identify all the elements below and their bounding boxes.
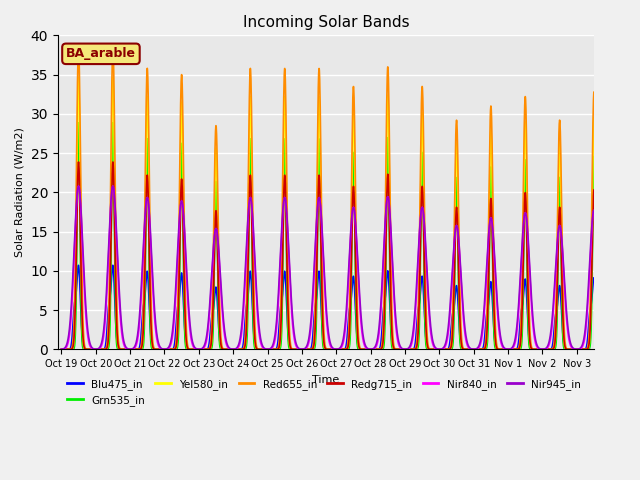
- Yel580_in: [602, 347, 609, 352]
- Nir945_in: [170, 311, 178, 316]
- Yel580_in: [607, 347, 615, 352]
- Nir945_in: [75, 183, 83, 189]
- Blu475_in: [602, 347, 609, 352]
- Nir945_in: [407, 341, 415, 347]
- Grn535_in: [524, 283, 531, 289]
- Y-axis label: Solar Radiation (W/m2): Solar Radiation (W/m2): [15, 127, 25, 257]
- Nir945_in: [607, 347, 615, 352]
- Grn535_in: [607, 347, 615, 352]
- Blu475_in: [490, 333, 498, 339]
- Grn535_in: [75, 120, 83, 126]
- Redg715_in: [490, 317, 498, 323]
- Yel580_in: [524, 234, 531, 240]
- Red655_in: [524, 191, 531, 197]
- Title: Incoming Solar Bands: Incoming Solar Bands: [243, 15, 409, 30]
- Nir840_in: [170, 318, 178, 324]
- Yel580_in: [490, 315, 498, 321]
- Red655_in: [170, 346, 178, 352]
- Redg715_in: [75, 159, 83, 165]
- Blu475_in: [524, 308, 531, 313]
- Red655_in: [456, 249, 463, 255]
- Nir840_in: [607, 347, 615, 352]
- Line: Yel580_in: Yel580_in: [61, 77, 611, 349]
- Redg715_in: [524, 259, 531, 264]
- Redg715_in: [58, 347, 65, 352]
- Nir945_in: [58, 347, 65, 352]
- Grn535_in: [58, 347, 65, 352]
- Blu475_in: [407, 347, 415, 352]
- Yel580_in: [456, 287, 463, 292]
- Line: Redg715_in: Redg715_in: [61, 162, 611, 349]
- Yel580_in: [407, 347, 415, 352]
- Nir840_in: [456, 247, 463, 252]
- Nir840_in: [490, 253, 498, 259]
- Grn535_in: [490, 338, 498, 344]
- Line: Nir840_in: Nir840_in: [61, 186, 611, 349]
- X-axis label: Time: Time: [312, 375, 340, 384]
- Redg715_in: [170, 347, 178, 352]
- Line: Nir945_in: Nir945_in: [61, 186, 611, 349]
- Red655_in: [407, 347, 415, 352]
- Yel580_in: [75, 74, 83, 80]
- Red655_in: [75, 44, 83, 50]
- Yel580_in: [170, 347, 178, 352]
- Red655_in: [58, 347, 65, 352]
- Nir840_in: [58, 347, 65, 352]
- Grn535_in: [456, 322, 463, 327]
- Grn535_in: [407, 347, 415, 352]
- Nir840_in: [407, 343, 415, 349]
- Nir840_in: [524, 226, 531, 231]
- Blu475_in: [109, 263, 116, 268]
- Line: Red655_in: Red655_in: [61, 47, 611, 349]
- Nir840_in: [602, 343, 609, 348]
- Text: BA_arable: BA_arable: [66, 48, 136, 60]
- Nir945_in: [602, 340, 609, 346]
- Redg715_in: [456, 295, 463, 301]
- Nir945_in: [456, 243, 463, 249]
- Redg715_in: [407, 347, 415, 352]
- Nir945_in: [524, 224, 531, 229]
- Line: Blu475_in: Blu475_in: [61, 265, 611, 349]
- Grn535_in: [602, 347, 609, 352]
- Redg715_in: [607, 347, 615, 352]
- Blu475_in: [58, 347, 65, 352]
- Nir840_in: [75, 183, 83, 189]
- Red655_in: [602, 347, 609, 352]
- Redg715_in: [602, 347, 609, 352]
- Grn535_in: [170, 347, 178, 352]
- Nir945_in: [490, 248, 498, 254]
- Line: Grn535_in: Grn535_in: [61, 123, 611, 349]
- Red655_in: [607, 347, 615, 352]
- Red655_in: [490, 284, 498, 290]
- Blu475_in: [456, 324, 463, 330]
- Yel580_in: [58, 347, 65, 352]
- Blu475_in: [607, 347, 615, 352]
- Blu475_in: [170, 344, 178, 349]
- Legend: Blu475_in, Grn535_in, Yel580_in, Red655_in, Redg715_in, Nir840_in, Nir945_in: Blu475_in, Grn535_in, Yel580_in, Red655_…: [63, 375, 585, 410]
